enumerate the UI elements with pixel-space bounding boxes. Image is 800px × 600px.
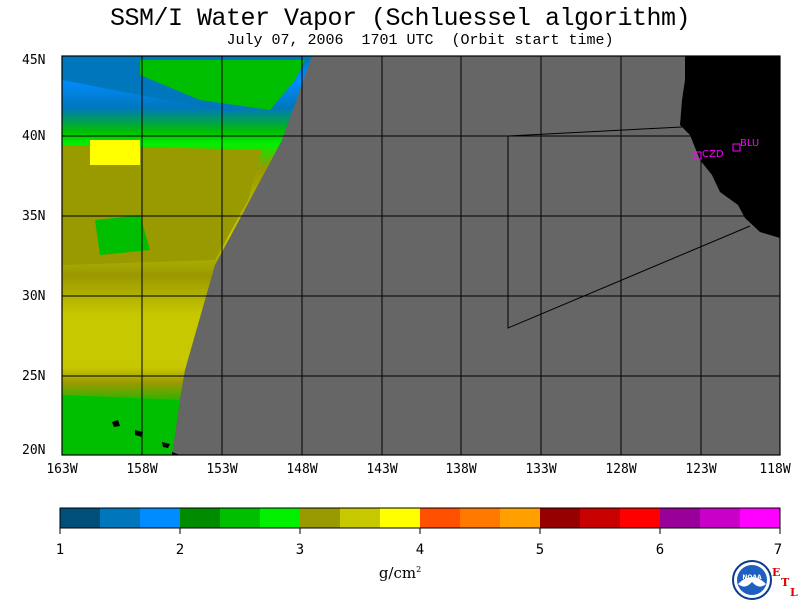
lat-label-20n: 20N bbox=[22, 443, 46, 458]
colorbar-swatch bbox=[540, 508, 581, 528]
station-blu-label: BLU bbox=[740, 138, 759, 149]
colorbar-tick-7: 7 bbox=[773, 542, 783, 558]
lon-label-143w: 143W bbox=[366, 462, 398, 477]
colorbar-tick-1: 1 bbox=[55, 542, 65, 558]
station-czd-label: CZD bbox=[702, 149, 724, 160]
colorbar-swatch bbox=[100, 508, 141, 528]
colorbar-units: g/cm2 bbox=[379, 564, 421, 582]
map-subtitle: July 07, 2006 1701 UTC (Orbit start time… bbox=[226, 32, 614, 49]
swath-south-green bbox=[62, 395, 180, 455]
colorbar-swatch bbox=[140, 508, 181, 528]
colorbar-swatch bbox=[700, 508, 741, 528]
colorbar bbox=[59, 507, 781, 534]
california-coast bbox=[680, 56, 780, 238]
region-outline bbox=[507, 136, 751, 329]
colorbar-tick-5: 5 bbox=[535, 542, 545, 558]
lat-lon-grid bbox=[62, 56, 780, 455]
noaa-logo-text: NOAA bbox=[742, 574, 762, 581]
lat-label-45n: 45N bbox=[22, 53, 46, 68]
lon-label-118w: 118W bbox=[759, 462, 791, 477]
map-title: SSM/I Water Vapor (Schluessel algorithm) bbox=[109, 4, 691, 33]
station-blu-marker bbox=[732, 143, 741, 152]
hawaii-island-3 bbox=[162, 442, 170, 448]
colorbar-swatch bbox=[660, 508, 701, 528]
colorbar-tick-3: 3 bbox=[295, 542, 305, 558]
station-czd-marker bbox=[693, 151, 702, 160]
colorbar-swatch bbox=[220, 508, 261, 528]
colorbar-swatch bbox=[300, 508, 341, 528]
lat-label-30n: 30N bbox=[22, 289, 46, 304]
lon-label-128w: 128W bbox=[605, 462, 637, 477]
swath-yellow-patch bbox=[90, 140, 140, 165]
units-exponent: 2 bbox=[416, 565, 422, 574]
colorbar-swatch bbox=[180, 508, 221, 528]
etl-letter-l: L bbox=[790, 586, 798, 599]
colorbar-swatch bbox=[60, 508, 101, 528]
noaa-logo-icon: NOAA bbox=[732, 560, 772, 600]
colorbar-swatch bbox=[500, 508, 541, 528]
region-outline-top bbox=[507, 126, 683, 137]
lon-label-163w: 163W bbox=[46, 462, 78, 477]
lon-label-138w: 138W bbox=[445, 462, 477, 477]
hawaii-island-1 bbox=[112, 420, 120, 427]
colorbar-swatch bbox=[740, 508, 781, 528]
colorbar-tick-4: 4 bbox=[415, 542, 425, 558]
colorbar-swatch bbox=[340, 508, 381, 528]
lon-label-133w: 133W bbox=[525, 462, 557, 477]
lon-label-158w: 158W bbox=[126, 462, 158, 477]
hawaii-island-4 bbox=[172, 452, 180, 455]
colorbar-swatch bbox=[380, 508, 421, 528]
units-text: g/cm bbox=[378, 564, 417, 582]
lon-label-153w: 153W bbox=[206, 462, 238, 477]
lon-label-123w: 123W bbox=[685, 462, 717, 477]
plot-frame bbox=[61, 55, 781, 456]
colorbar-swatch bbox=[260, 508, 301, 528]
colorbar-tick-2: 2 bbox=[175, 542, 185, 558]
colorbar-swatch bbox=[420, 508, 461, 528]
lat-label-25n: 25N bbox=[22, 369, 46, 384]
lat-label-35n: 35N bbox=[22, 209, 46, 224]
swath-green-patch bbox=[95, 215, 150, 255]
lat-label-40n: 40N bbox=[22, 129, 46, 144]
colorbar-swatch bbox=[620, 508, 661, 528]
colorbar-swatch bbox=[460, 508, 501, 528]
etl-letter-t: T bbox=[781, 576, 790, 589]
lon-label-148w: 148W bbox=[286, 462, 318, 477]
hawaii-island-2 bbox=[135, 430, 143, 437]
colorbar-swatch bbox=[580, 508, 621, 528]
etl-letter-e: E bbox=[772, 566, 781, 579]
colorbar-tick-6: 6 bbox=[655, 542, 665, 558]
